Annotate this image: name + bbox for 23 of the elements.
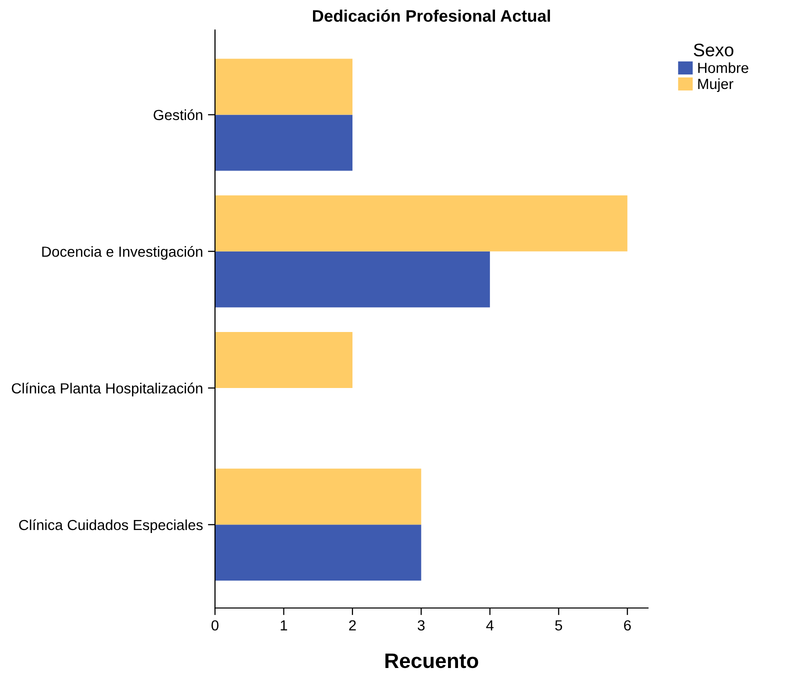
- legend-label: Mujer: [698, 78, 734, 92]
- legend-label: Hombre: [698, 62, 748, 74]
- bar: [215, 468, 422, 525]
- x-tick-label: 3: [418, 620, 425, 631]
- chart-title: Dedicación Profesional Actual: [312, 9, 550, 22]
- x-axis-title: Recuento: [385, 654, 478, 668]
- legend-title: Sexo: [694, 44, 734, 56]
- x-tick-label: 2: [349, 620, 356, 630]
- x-tick-label: 4: [486, 620, 494, 630]
- bar: [215, 114, 352, 171]
- x-tick-label: 6: [624, 620, 631, 631]
- bar: [215, 524, 422, 581]
- bar: [215, 332, 352, 388]
- x-tick-label: 0: [212, 620, 218, 631]
- bar: [215, 195, 628, 252]
- y-tick-label: Docencia e Investigación: [42, 246, 202, 260]
- y-tick-label: Clínica Cuidados Especiales: [19, 519, 203, 534]
- x-tick-label: 1: [280, 620, 288, 630]
- y-tick-label: Clínica Planta Hospitalización: [12, 382, 202, 396]
- y-tick-label: Gestión: [154, 109, 202, 120]
- bar: [215, 58, 352, 115]
- x-tick-label: 5: [555, 620, 562, 631]
- bar: [215, 251, 490, 308]
